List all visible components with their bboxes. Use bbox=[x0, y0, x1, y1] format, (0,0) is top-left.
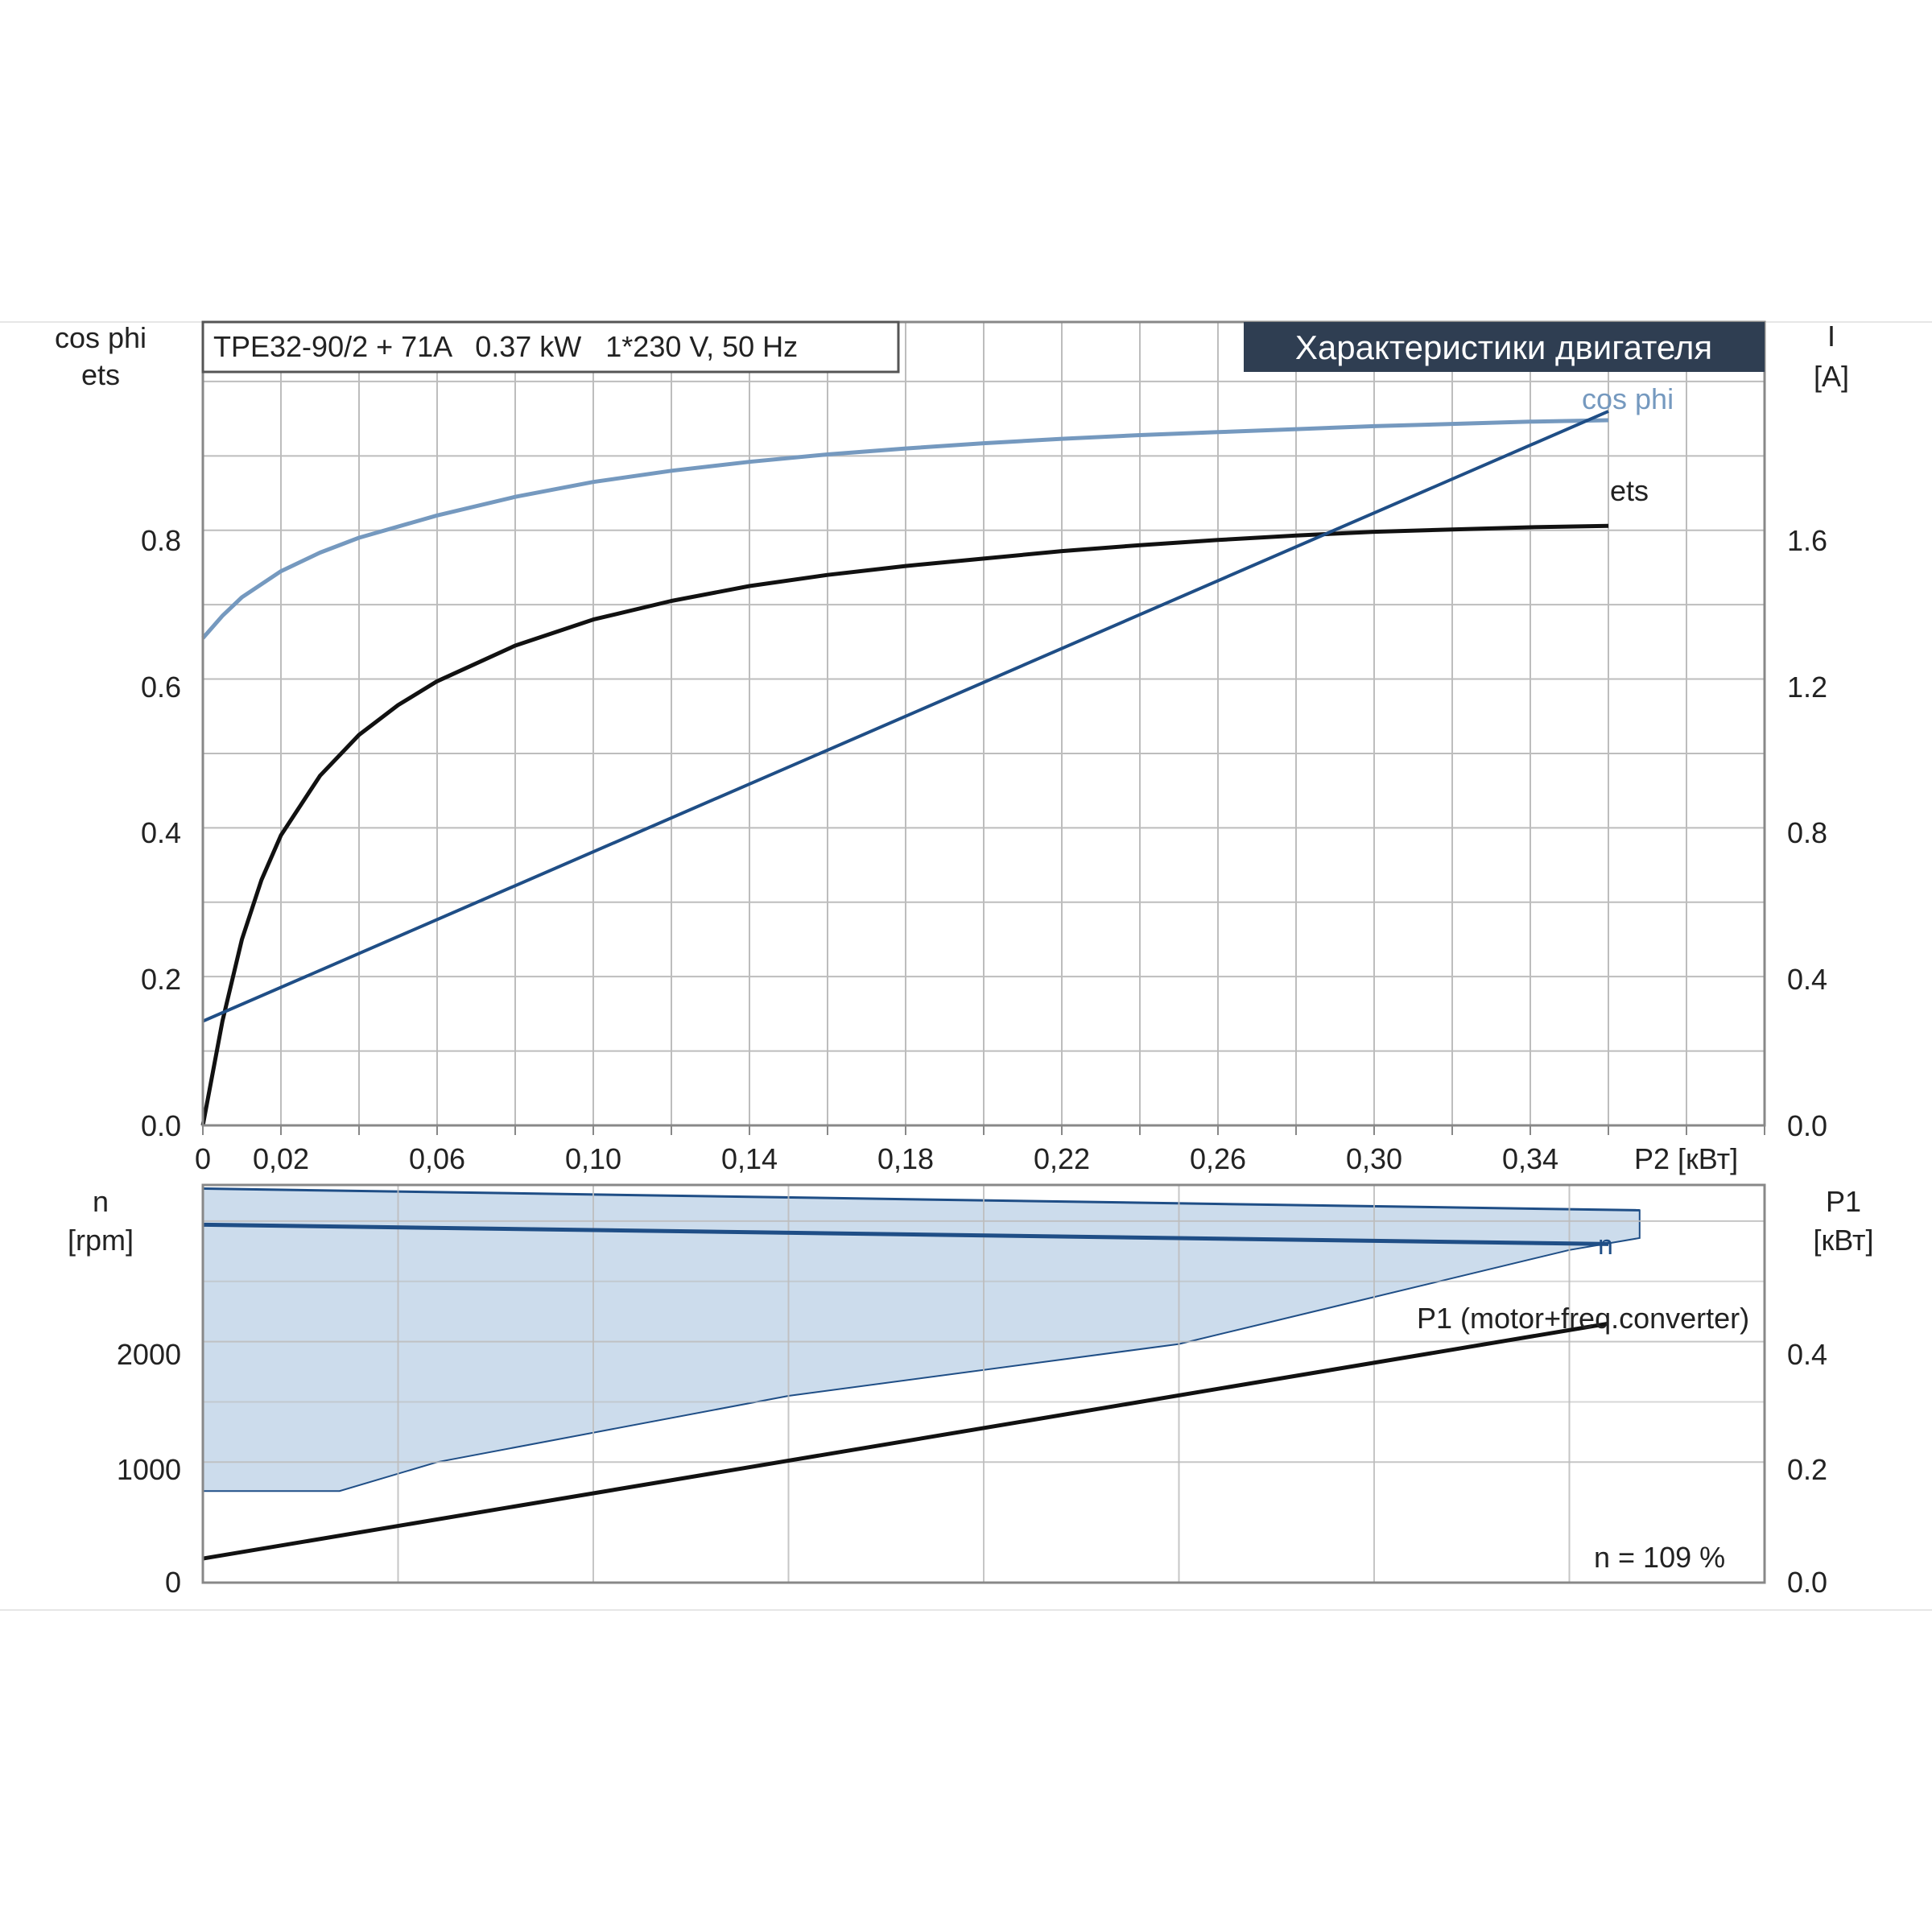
subtitle-box bbox=[201, 320, 900, 374]
top-x-tick-labels: 0 0,02 0,06 0,10 0,14 0,18 0,22 0,26 0,3… bbox=[195, 1142, 1558, 1175]
x-tick-label: 0,26 bbox=[1190, 1142, 1246, 1175]
y-left-tick-label: 0.2 bbox=[141, 963, 181, 996]
p1-axis-label: P1 bbox=[1826, 1185, 1861, 1218]
y-right-tick-label: 0.0 bbox=[1787, 1566, 1827, 1599]
n-series-label: n bbox=[1598, 1230, 1613, 1261]
x-tick-label: 0,30 bbox=[1346, 1142, 1402, 1175]
y-right-tick-label: 1.6 bbox=[1787, 524, 1827, 557]
top-plot-frame bbox=[201, 320, 1766, 1127]
x-tick-label: 0,14 bbox=[721, 1142, 778, 1175]
chart-subtitle: TPE32-90/2 + 71A 0.37 kW 1*230 V, 50 Hz bbox=[213, 330, 798, 363]
bottom-series bbox=[202, 1222, 1609, 1561]
bottom-y-right-tick-labels: 0.0 0.2 0.4 bbox=[1787, 1338, 1827, 1599]
y-left-label-cosphi: cos phi bbox=[55, 321, 147, 354]
ets-curve bbox=[200, 523, 1609, 1126]
x-tick-label: 0,34 bbox=[1502, 1142, 1558, 1175]
y-right-tick-label: 0.0 bbox=[1787, 1109, 1827, 1142]
y-right-tick-label: 1.2 bbox=[1787, 671, 1827, 704]
x-axis-label: P2 [кВт] bbox=[1634, 1142, 1738, 1175]
x-tick-label: 0,10 bbox=[565, 1142, 621, 1175]
speed-percent-label: n = 109 % bbox=[1594, 1541, 1725, 1574]
top-y-right-tick-labels: 0.0 0.4 0.8 1.2 1.6 bbox=[1787, 524, 1827, 1142]
p1-axis-unit: [кВт] bbox=[1813, 1224, 1873, 1257]
y-right-tick-label: 0.8 bbox=[1787, 816, 1827, 849]
y-right-tick-label: 0.4 bbox=[1787, 1338, 1827, 1371]
top-series bbox=[200, 410, 1609, 1126]
bottom-grid bbox=[203, 1185, 1765, 1583]
y-left-tick-label: 0.6 bbox=[141, 671, 181, 704]
y-left-label-ets: ets bbox=[81, 358, 120, 391]
cosphi-series-label: cos phi bbox=[1582, 382, 1674, 415]
y-left-tick-label: 0 bbox=[165, 1566, 181, 1599]
ets-series-label: ets bbox=[1610, 474, 1649, 507]
x-tick-label: 0,06 bbox=[409, 1142, 465, 1175]
p1-curve bbox=[202, 1321, 1609, 1561]
n-axis-unit: [rpm] bbox=[68, 1224, 134, 1257]
top-chart: TPE32-90/2 + 71A 0.37 kW 1*230 V, 50 Hz … bbox=[55, 320, 1849, 1175]
x-tick-label: 0,22 bbox=[1034, 1142, 1090, 1175]
x-tick-label: 0,18 bbox=[877, 1142, 934, 1175]
x-tick-label: 0 bbox=[195, 1142, 211, 1175]
y-left-tick-label: 0.8 bbox=[141, 524, 181, 557]
y-right-label-unit: [A] bbox=[1814, 360, 1849, 393]
n-axis-label: n bbox=[93, 1185, 109, 1218]
y-right-tick-label: 0.4 bbox=[1787, 963, 1827, 996]
current-curve bbox=[202, 410, 1609, 1023]
y-right-tick-label: 0.2 bbox=[1787, 1453, 1827, 1486]
chart-title: Характеристики двигателя bbox=[1295, 328, 1712, 366]
top-y-left-tick-labels: 0.0 0.2 0.4 0.6 0.8 bbox=[141, 524, 181, 1142]
y-left-tick-label: 0.4 bbox=[141, 816, 181, 849]
y-right-label-i: I bbox=[1827, 320, 1835, 353]
cosphi-curve bbox=[201, 418, 1609, 640]
bottom-chart: n [rpm] P1 [кВт] 0 1000 2000 0.0 0.2 0.4… bbox=[68, 1183, 1874, 1599]
speed-band-upper-edge bbox=[202, 1187, 1640, 1212]
title-box bbox=[1244, 322, 1765, 372]
speed-curve bbox=[202, 1222, 1609, 1246]
bottom-y-left-tick-labels: 0 1000 2000 bbox=[117, 1338, 181, 1599]
p1-series-label: P1 (motor+freq.converter) bbox=[1417, 1302, 1749, 1335]
y-left-tick-label: 1000 bbox=[117, 1453, 181, 1486]
x-tick-label: 0,02 bbox=[253, 1142, 309, 1175]
top-grid bbox=[202, 322, 1765, 1135]
bottom-plot-frame bbox=[201, 1183, 1766, 1584]
y-left-tick-label: 0.0 bbox=[141, 1109, 181, 1142]
y-left-tick-label: 2000 bbox=[117, 1338, 181, 1371]
